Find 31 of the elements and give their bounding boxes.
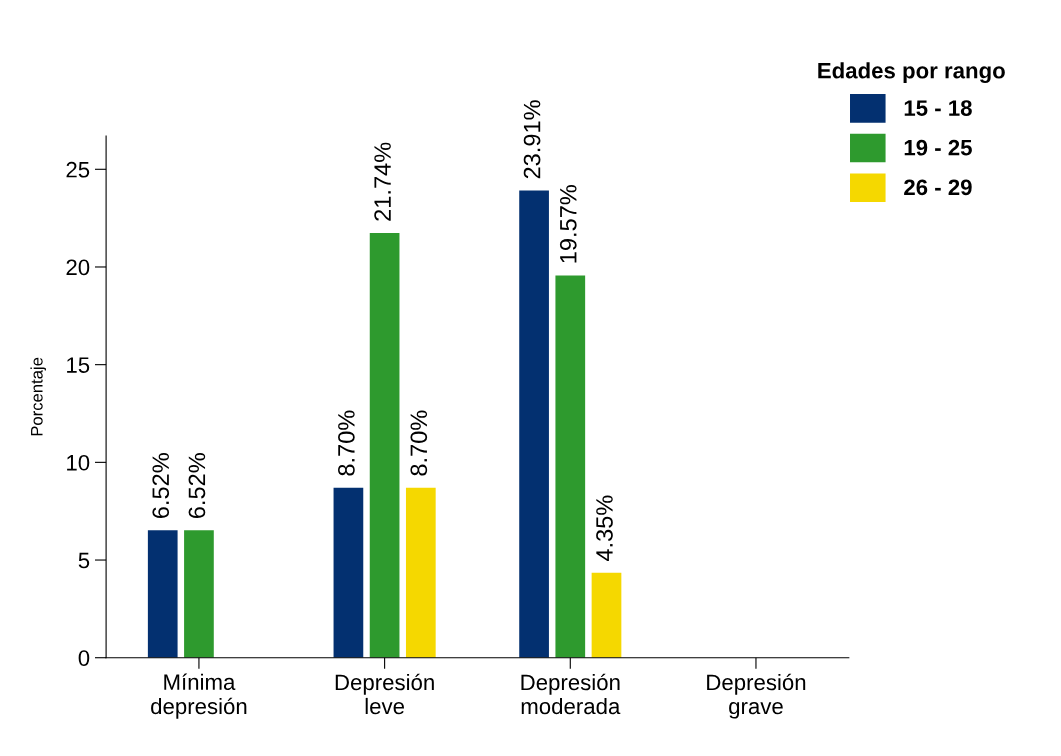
data-label: 19.57% bbox=[559, 185, 577, 263]
legend-label: 26 - 29 bbox=[904, 179, 972, 196]
legend-label: 15 - 18 bbox=[904, 100, 972, 116]
bar bbox=[369, 232, 400, 658]
x-tick-label: Mínima depresión bbox=[151, 673, 247, 719]
y-axis-title: Porcentaje bbox=[30, 357, 46, 436]
bar bbox=[184, 530, 214, 658]
y-tick-label: 10 bbox=[67, 454, 90, 471]
y-tick-label: 25 bbox=[66, 161, 90, 178]
x-tick-label: Depresión leve bbox=[335, 673, 434, 715]
y-tick-label: 20 bbox=[66, 259, 90, 276]
data-label: 8.70% bbox=[410, 410, 428, 476]
y-tick-label: 15 bbox=[67, 357, 90, 373]
data-label: 6.52% bbox=[188, 453, 206, 519]
data-label: 21.74% bbox=[374, 142, 391, 221]
x-tick-label: Depresión grave bbox=[707, 673, 806, 719]
data-label: 6.52% bbox=[152, 453, 170, 519]
bar bbox=[405, 487, 436, 658]
y-tick-label: 0 bbox=[78, 650, 90, 666]
bar bbox=[591, 572, 622, 658]
legend-label: 19 - 25 bbox=[904, 139, 972, 156]
x-tick-label: Depresión moderada bbox=[521, 673, 621, 715]
bar bbox=[555, 275, 586, 658]
data-label: 4.35% bbox=[596, 495, 613, 562]
bar bbox=[147, 530, 178, 658]
bar bbox=[333, 487, 364, 658]
data-label: 8.70% bbox=[338, 410, 355, 476]
legend-title: Edades por rango bbox=[818, 62, 1005, 83]
data-label: 23.91% bbox=[523, 100, 541, 179]
bar bbox=[519, 190, 549, 658]
y-tick-label: 5 bbox=[78, 552, 90, 569]
